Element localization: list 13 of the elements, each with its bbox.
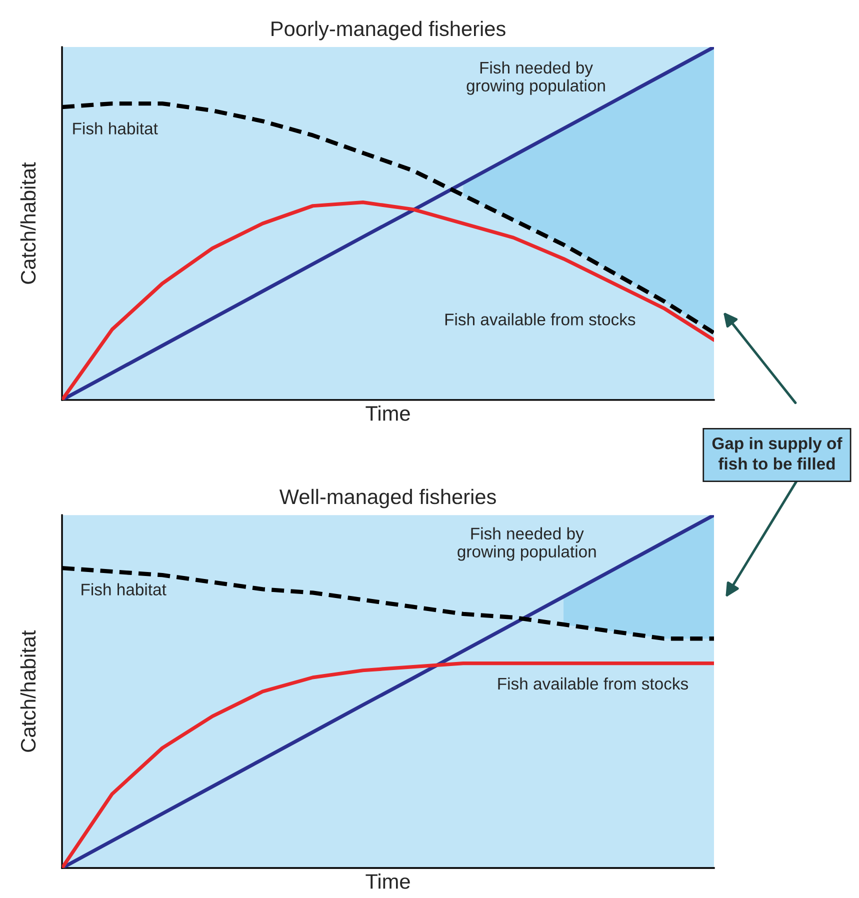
chart-title: Well-managed fisheries	[279, 488, 496, 508]
series-label: Fish available from stocks	[498, 677, 688, 690]
text: Gap in supply of fish to be filled	[712, 437, 842, 470]
series-label: Fish needed by growing population	[466, 61, 605, 95]
series-label: Fish available from stocks	[445, 313, 636, 326]
x-axis-title: Time	[366, 874, 410, 889]
series-label: Fish habitat	[73, 122, 158, 134]
x-axis-title: Time	[366, 406, 410, 421]
y-axis-title: Catch/habitat	[20, 162, 36, 284]
chart-title: Poorly-managed fisheries	[272, 20, 506, 40]
y-axis-title: Catch/habitat	[20, 630, 36, 752]
series-label: Fish habitat	[82, 583, 166, 596]
series-label: Fish needed by growing population	[458, 527, 596, 561]
